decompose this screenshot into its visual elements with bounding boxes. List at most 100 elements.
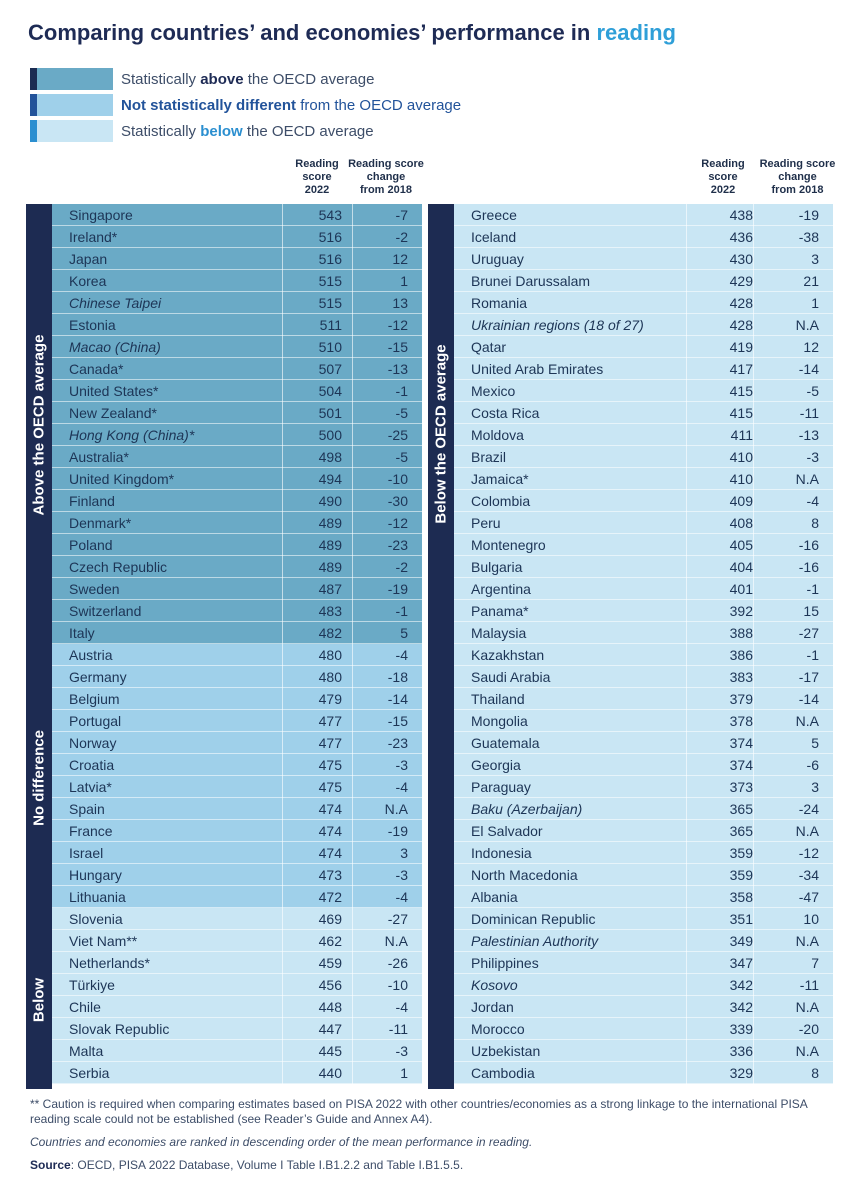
country-name: Chile [69, 998, 101, 1015]
country-name: Jamaica* [471, 470, 529, 487]
country-name: Malaysia [471, 624, 527, 641]
table-row: Germany 480 -18 [52, 666, 422, 688]
country-name: Philippines [471, 954, 539, 971]
country-name: Colombia [471, 492, 531, 509]
table-row: Latvia* 475 -4 [52, 776, 422, 798]
country-name: Malta [69, 1042, 104, 1059]
score-change: 13 [392, 294, 408, 311]
reading-score: 487 [318, 580, 342, 597]
score-change: -27 [387, 910, 408, 927]
score-change: -1 [806, 646, 819, 663]
score-change: -5 [395, 404, 408, 421]
score-change: -1 [395, 602, 408, 619]
right-table: Below the OECD average Greece 438 -19 Icela… [428, 204, 833, 1089]
reading-score: 440 [318, 1064, 342, 1081]
score-change: -11 [388, 1020, 408, 1037]
score-change: -47 [798, 888, 819, 905]
reading-score: 429 [729, 272, 753, 289]
table-row: Czech Republic 489 -2 [52, 556, 422, 578]
table-row: Bulgaria 404 -16 [454, 556, 833, 578]
reading-score: 401 [729, 580, 753, 597]
score-change: -4 [395, 888, 408, 905]
reading-score: 445 [318, 1042, 342, 1059]
table-row: Morocco 339 -20 [454, 1018, 833, 1040]
score-change: N.A [384, 800, 408, 817]
reading-score: 386 [729, 646, 753, 663]
country-name: Israel [69, 844, 104, 861]
table-row: Macao (China) 510 -15 [52, 336, 422, 358]
table-row: Belgium 479 -14 [52, 688, 422, 710]
table-row: Dominican Republic 351 10 [454, 908, 833, 930]
table-row: Israel 474 3 [52, 842, 422, 864]
reading-score: 388 [729, 624, 753, 641]
score-change: N.A [795, 1042, 819, 1059]
score-change: 10 [803, 910, 819, 927]
country-name: Italy [69, 624, 95, 641]
legend-below: Statistically below the OECD average [30, 118, 461, 144]
country-name: Korea [69, 272, 107, 289]
table-row: Korea 515 1 [52, 270, 422, 292]
score-change: -4 [395, 646, 408, 663]
country-name: Guatemala [471, 734, 540, 751]
reading-score: 482 [318, 624, 342, 641]
country-name: Peru [471, 514, 501, 531]
score-change: -24 [798, 800, 819, 817]
reading-score: 516 [318, 250, 342, 267]
reading-score: 373 [729, 778, 753, 795]
table-row: Mongolia 378 N.A [454, 710, 833, 732]
table-row: Canada* 507 -13 [52, 358, 422, 380]
reading-score: 410 [729, 448, 753, 465]
reading-score: 515 [318, 272, 342, 289]
country-name: Uzbekistan [471, 1042, 541, 1059]
reading-score: 358 [729, 888, 753, 905]
reading-score: 409 [729, 492, 753, 509]
country-name: Viet Nam** [69, 932, 138, 949]
table-row: Mexico 415 -5 [454, 380, 833, 402]
score-change: -26 [387, 954, 408, 971]
country-name: Sweden [69, 580, 120, 597]
reading-score: 494 [318, 470, 342, 487]
left-divider-2 [352, 204, 353, 1089]
legend-swatch-above [30, 68, 113, 90]
country-name: Japan [69, 250, 108, 267]
score-change: -4 [395, 778, 408, 795]
reading-score: 511 [319, 316, 342, 333]
country-name: Panama* [471, 602, 529, 619]
score-change: 21 [803, 272, 819, 289]
reading-score: 415 [729, 404, 753, 421]
reading-score: 516 [318, 228, 342, 245]
country-name: Kosovo [471, 976, 518, 993]
score-change: 8 [811, 1064, 819, 1081]
table-row: Denmark* 489 -12 [52, 512, 422, 534]
country-name: Indonesia [471, 844, 532, 861]
reading-score: 374 [729, 734, 753, 751]
country-name: United Kingdom* [69, 470, 175, 487]
table-row: Serbia 440 1 [52, 1062, 422, 1084]
table-row: Paraguay 373 3 [454, 776, 833, 798]
score-change: -20 [798, 1020, 819, 1037]
reading-score: 477 [318, 734, 342, 751]
table-row: New Zealand* 501 -5 [52, 402, 422, 424]
reading-score: 378 [729, 712, 753, 729]
reading-score: 472 [318, 888, 342, 905]
score-change: -13 [798, 426, 819, 443]
country-name: Serbia [69, 1064, 110, 1081]
band-label-not-different: No difference [30, 730, 48, 826]
country-name: Palestinian Authority [471, 932, 599, 949]
score-change: -38 [798, 228, 819, 245]
score-change: N.A [384, 932, 408, 949]
country-name: Slovak Republic [69, 1020, 170, 1037]
reading-score: 507 [318, 360, 342, 377]
table-row: Ireland* 516 -2 [52, 226, 422, 248]
reading-score: 342 [729, 976, 753, 993]
table-row: Georgia 374 -6 [454, 754, 833, 776]
reading-score: 410 [729, 470, 753, 487]
country-name: Argentina [471, 580, 531, 597]
country-name: Poland [69, 536, 113, 553]
table-row: Greece 438 -19 [454, 204, 833, 226]
score-change: -27 [798, 624, 819, 641]
legend-text-above: Statistically above the OECD average [121, 70, 375, 88]
score-change: -5 [806, 382, 819, 399]
table-row: Hong Kong (China)* 500 -25 [52, 424, 422, 446]
table-row: Slovak Republic 447 -11 [52, 1018, 422, 1040]
